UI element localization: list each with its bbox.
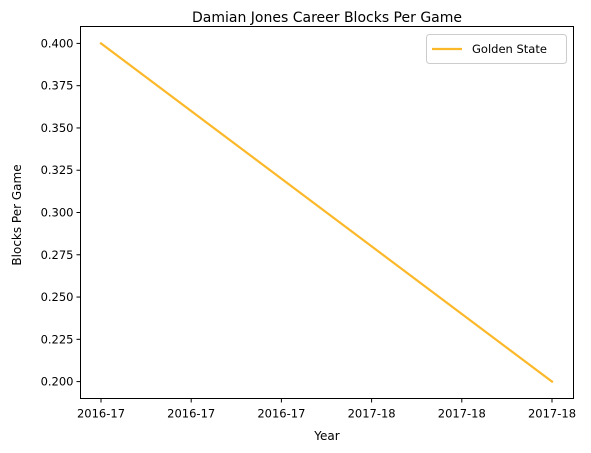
chart-title: Damian Jones Career Blocks Per Game xyxy=(192,10,462,26)
y-tick-label: 0.325 xyxy=(41,163,74,177)
legend-label-golden-state: Golden State xyxy=(472,42,547,56)
legend-box xyxy=(426,34,567,64)
y-axis-label: Blocks Per Game xyxy=(10,164,24,265)
y-tick-label: 0.400 xyxy=(41,36,74,50)
x-tick-label: 2016-17 xyxy=(77,407,125,421)
y-tick-label: 0.300 xyxy=(41,206,74,220)
legend: Golden State xyxy=(426,34,567,64)
x-tick-label: 2017-18 xyxy=(438,407,486,421)
x-axis-ticks: 2016-17 2016-17 2016-17 2017-18 2017-18 2017-… xyxy=(77,398,576,421)
y-tick-label: 0.350 xyxy=(41,121,74,135)
y-tick-label: 0.200 xyxy=(41,375,74,389)
y-tick-label: 0.250 xyxy=(41,290,74,304)
y-axis-ticks: 0.200 0.225 0.250 0.275 0.300 0.325 0.350 0.375… xyxy=(41,36,81,389)
x-tick-label: 2017-18 xyxy=(528,407,576,421)
series-line-golden-state xyxy=(99,41,554,384)
x-tick-label: 2016-17 xyxy=(167,407,215,421)
series-layer xyxy=(99,41,554,384)
y-tick-label: 0.275 xyxy=(41,248,74,262)
y-tick-label: 0.375 xyxy=(41,79,74,93)
x-axis-label: Year xyxy=(313,429,339,443)
plot-frame xyxy=(80,26,574,399)
y-tick-label: 0.225 xyxy=(41,332,74,346)
x-tick-label: 2017-18 xyxy=(348,407,396,421)
x-tick-label: 2016-17 xyxy=(257,407,305,421)
